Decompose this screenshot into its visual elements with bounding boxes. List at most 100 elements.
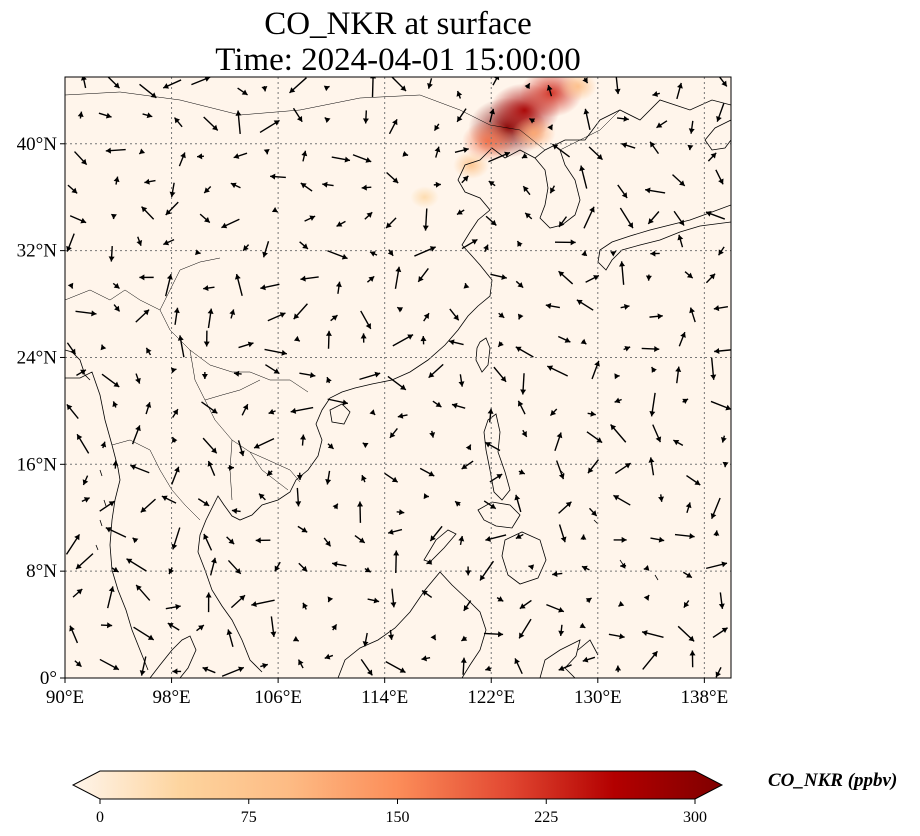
wind-arrow: [132, 537, 139, 544]
wind-arrow: [456, 90, 463, 99]
wind-vectors: [65, 77, 731, 678]
wind-arrow: [479, 560, 495, 581]
wind-arrow: [643, 565, 650, 571]
wind-arrow: [517, 400, 526, 415]
wind-arrow: [234, 273, 243, 297]
wind-arrow: [524, 212, 533, 220]
colorbar-tick-label: 300: [683, 809, 707, 826]
wind-arrow: [649, 392, 656, 417]
wind-arrow: [112, 460, 119, 469]
wind-arrow: [648, 457, 655, 476]
korea-coastline: [534, 149, 581, 229]
wind-arrow: [205, 592, 212, 613]
wind-arrow: [647, 211, 660, 225]
wind-arrow: [327, 398, 349, 406]
wind-arrow: [677, 234, 684, 248]
wind-arrow: [652, 424, 662, 443]
wind-arrow: [331, 624, 338, 631]
wind-arrow: [497, 341, 504, 348]
wind-arrow: [686, 474, 701, 486]
wind-arrow: [209, 557, 217, 576]
wind-arrow: [613, 494, 631, 506]
map-title: CO_NKR at surface: [264, 6, 532, 42]
wind-arrow: [387, 528, 403, 535]
wind-arrow: [324, 653, 334, 660]
wind-arrow: [172, 668, 182, 675]
co-hotspot: [410, 186, 439, 209]
wind-arrow: [682, 398, 689, 405]
wind-arrow: [296, 472, 303, 481]
wind-arrow: [710, 497, 721, 520]
wind-arrow: [203, 330, 210, 347]
wind-arrow: [423, 493, 429, 500]
wind-arrow: [454, 147, 469, 153]
wind-arrow: [673, 439, 684, 446]
wind-arrow: [171, 527, 181, 550]
wind-arrow: [221, 218, 240, 229]
wind-arrow: [233, 152, 248, 159]
wind-arrow: [360, 658, 373, 676]
wind-arrow: [546, 365, 568, 377]
wind-arrow: [713, 305, 729, 312]
wind-arrow: [266, 470, 273, 477]
wind-arrow: [487, 408, 494, 423]
wind-arrow: [689, 307, 696, 323]
lat-tick-label: 16°N: [17, 454, 58, 475]
wind-arrow: [552, 143, 571, 158]
wind-arrow: [427, 78, 433, 89]
wind-arrow: [136, 236, 143, 247]
wind-arrow: [140, 498, 156, 513]
wind-arrow: [588, 507, 598, 517]
wind-arrow: [528, 117, 536, 124]
wind-arrow: [126, 558, 147, 572]
wind-arrow: [549, 408, 558, 417]
wind-arrow: [299, 241, 309, 250]
wind-arrow: [426, 559, 433, 565]
wind-arrow: [621, 142, 636, 149]
wind-arrow: [518, 618, 532, 639]
wind-arrow: [649, 141, 660, 154]
wind-arrow: [454, 500, 461, 507]
wind-arrow: [325, 330, 332, 349]
wind-arrow: [76, 369, 87, 376]
wind-arrow: [456, 209, 465, 216]
wind-arrow: [650, 536, 665, 543]
wind-arrow: [335, 281, 342, 294]
wind-arrow: [718, 77, 728, 87]
wind-arrow: [461, 175, 469, 184]
wind-arrow: [484, 441, 501, 452]
wind-arrow: [72, 588, 83, 598]
wind-arrow: [678, 331, 686, 347]
co-hotspot: [512, 116, 556, 150]
wind-arrow: [99, 658, 120, 671]
wind-arrow: [558, 664, 572, 671]
wind-arrow: [207, 460, 216, 476]
wind-arrow: [241, 403, 249, 416]
wind-arrow: [178, 152, 186, 167]
wind-arrow: [233, 370, 242, 377]
wind-arrow: [583, 108, 591, 130]
colorbar-label: CO_NKR (ppbv): [768, 770, 898, 791]
wind-arrow: [586, 431, 603, 444]
wind-arrow: [145, 402, 152, 415]
wind-arrow: [230, 182, 241, 189]
wind-arrow: [172, 408, 179, 418]
lat-tick-label: 40°N: [17, 134, 58, 155]
wind-arrow: [423, 312, 430, 322]
wind-arrow: [69, 215, 87, 224]
wind-arrow: [520, 373, 527, 395]
wind-arrow: [300, 182, 313, 192]
palawan-coastline: [423, 529, 457, 563]
wind-arrow: [610, 424, 627, 443]
lon-tick-label: 106°E: [254, 687, 302, 708]
wind-arrow: [203, 186, 212, 194]
small-islands: [95, 469, 659, 656]
wind-arrow: [675, 366, 682, 384]
wind-arrow: [76, 433, 90, 454]
wind-arrow: [354, 534, 366, 544]
wind-arrow: [162, 79, 182, 89]
wind-arrow: [300, 275, 319, 282]
wind-arrow: [707, 152, 717, 162]
wind-arrow: [364, 211, 373, 220]
wind-arrow: [720, 435, 727, 443]
